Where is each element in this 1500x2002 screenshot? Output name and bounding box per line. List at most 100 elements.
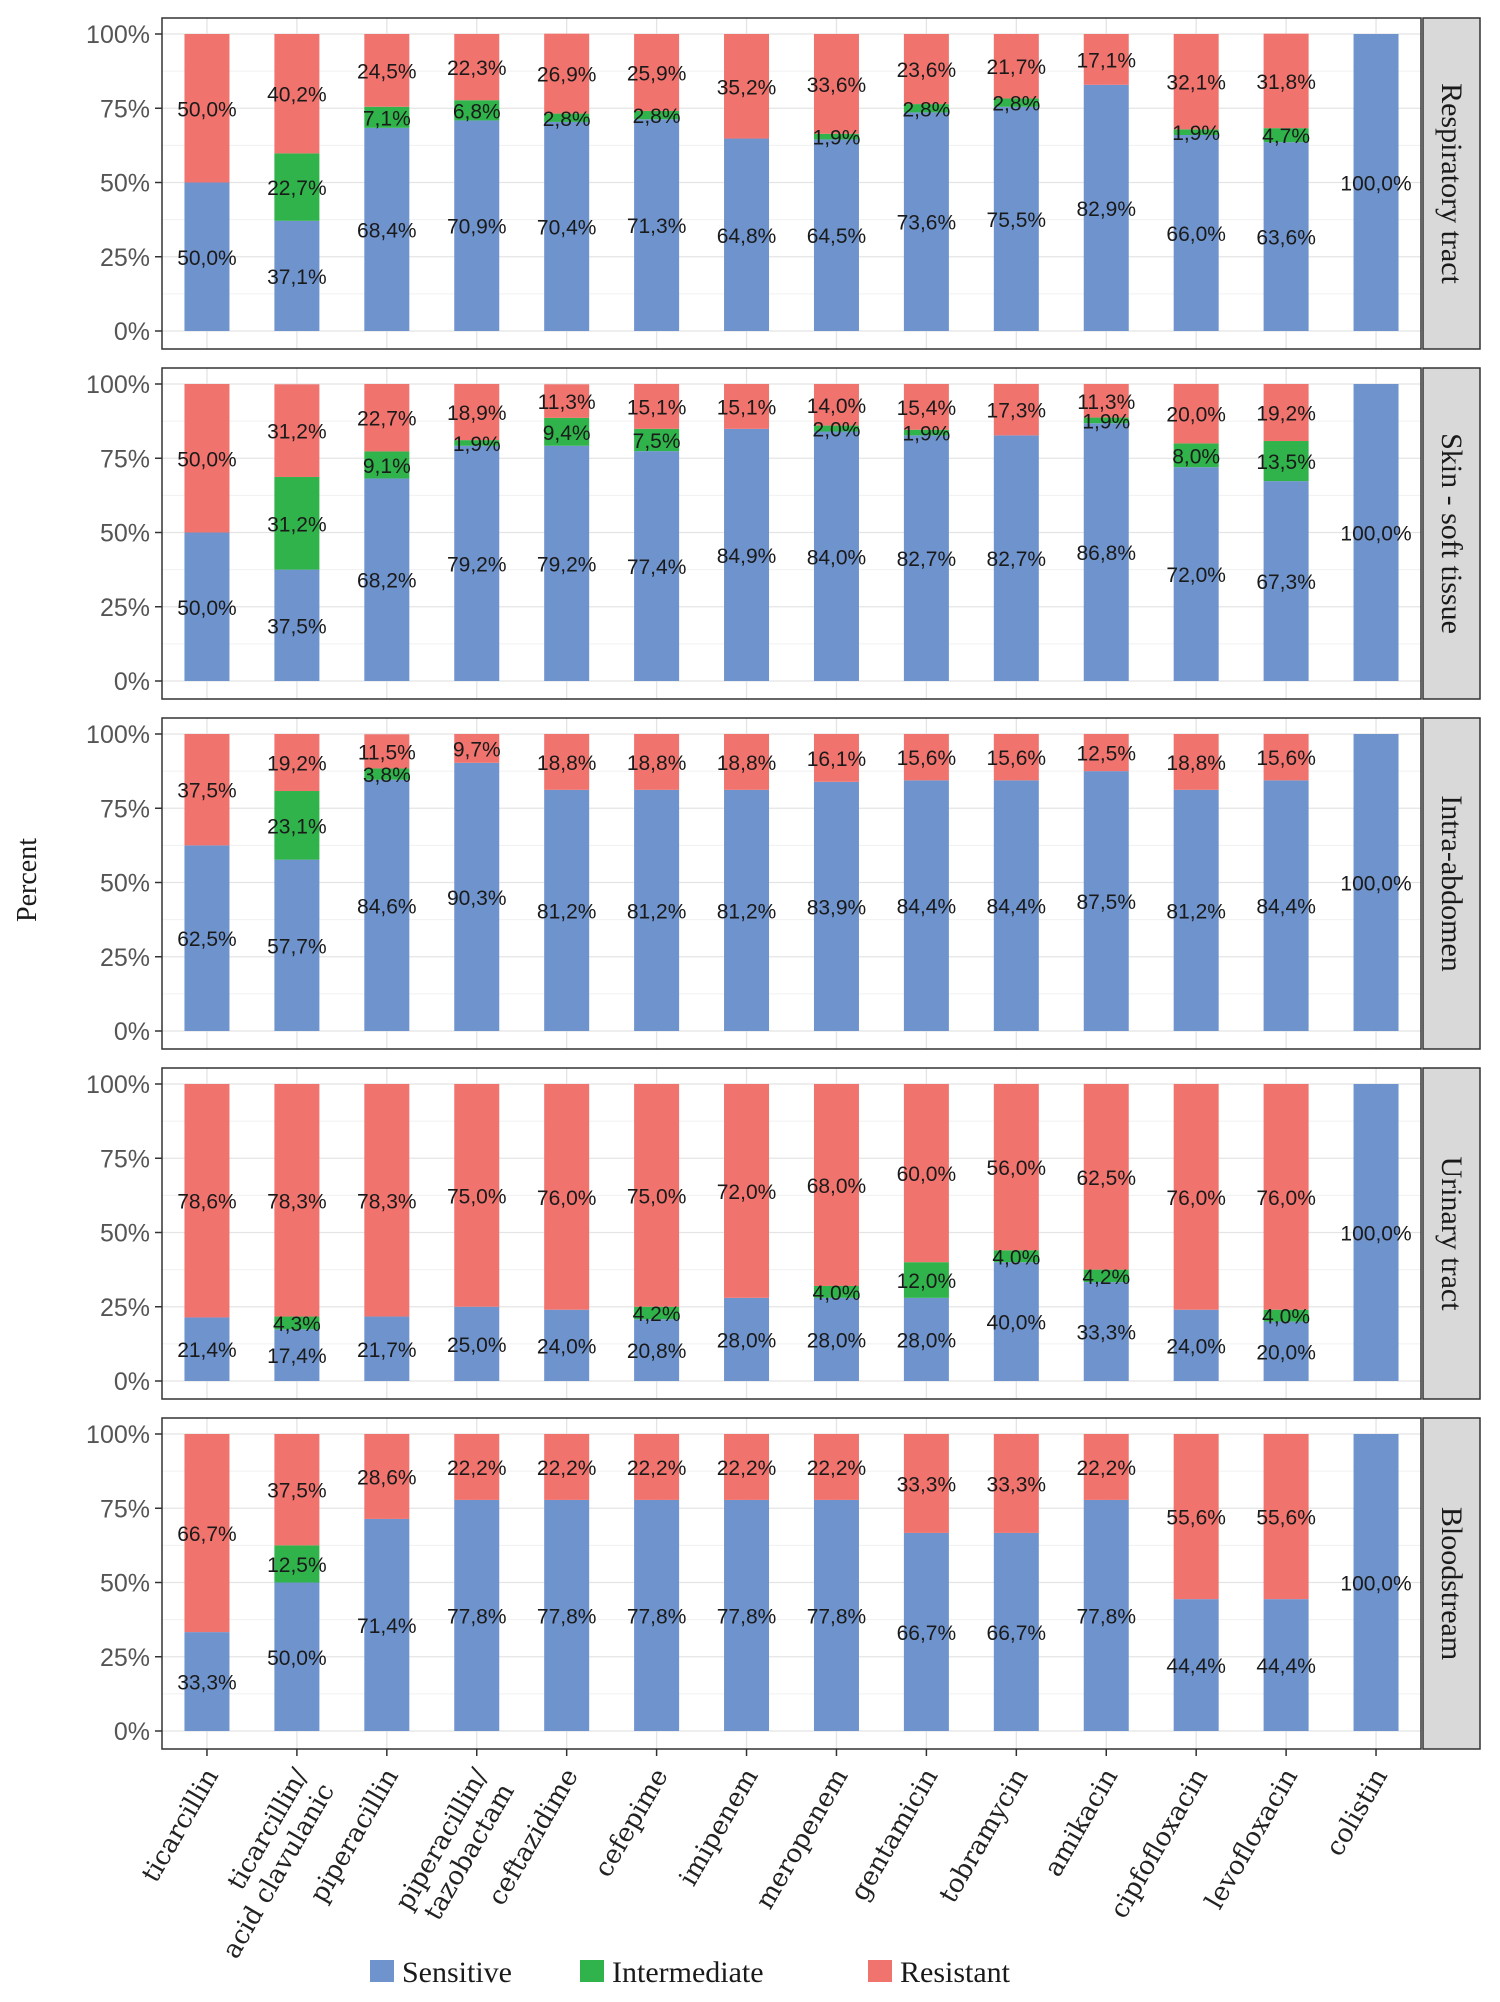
bar-resistant xyxy=(813,34,859,134)
y-tick-label: 100% xyxy=(86,1421,150,1449)
data-label-sensitive: 40,0% xyxy=(987,1312,1047,1335)
y-tick-label: 25% xyxy=(100,944,150,972)
data-label-intermediate: 4,3% xyxy=(273,1313,321,1336)
bar-resistant xyxy=(544,1434,590,1500)
bar-resistant xyxy=(724,34,770,139)
bar-sensitive xyxy=(1263,780,1309,1031)
data-label-resistant: 15,1% xyxy=(627,396,687,419)
data-label-intermediate: 3,8% xyxy=(363,764,411,787)
data-label-resistant: 22,3% xyxy=(447,57,507,80)
bar-sensitive xyxy=(813,1499,859,1731)
data-label-intermediate: 12,0% xyxy=(897,1270,957,1293)
data-label-resistant: 76,0% xyxy=(1256,1187,1316,1210)
facet-strip-label: Intra-abdomen xyxy=(1435,795,1468,972)
bar-intermediate xyxy=(274,476,320,570)
data-label-sensitive: 64,8% xyxy=(717,225,777,248)
bar-resistant xyxy=(634,1084,680,1307)
data-label-sensitive: 64,5% xyxy=(807,225,867,248)
bar-intermediate xyxy=(634,1306,680,1320)
bar-sensitive xyxy=(184,1317,230,1381)
bar-sensitive xyxy=(274,1582,320,1731)
facet-panel-1: 0% 25% 50% 75% 100% 50,0% 50,0% 37,1% 22,7% 40,2%… xyxy=(86,17,1481,350)
data-label-resistant: 22,2% xyxy=(1076,1457,1136,1480)
data-label-sensitive: 63,6% xyxy=(1256,227,1316,250)
data-label-sensitive: 77,8% xyxy=(807,1605,867,1628)
bar-sensitive xyxy=(724,1297,770,1381)
bar-resistant xyxy=(903,1434,949,1533)
x-tick-label-line: tobramycin xyxy=(934,1763,1035,1908)
y-tick-label: 0% xyxy=(114,1368,150,1396)
x-tick-label-line: amikacin xyxy=(1039,1763,1125,1882)
data-label-sensitive: 100,0% xyxy=(1340,523,1411,546)
bar-resistant xyxy=(1263,1434,1309,1600)
data-label-resistant: 31,8% xyxy=(1256,71,1316,94)
data-label-resistant: 37,5% xyxy=(177,780,237,803)
x-tick-label: ticarcillin xyxy=(136,1763,225,1887)
data-label-sensitive: 71,3% xyxy=(627,215,687,238)
data-label-sensitive: 17,4% xyxy=(267,1345,327,1368)
bar-intermediate xyxy=(274,153,320,221)
bar-resistant xyxy=(993,1084,1039,1251)
data-label-resistant: 22,2% xyxy=(807,1457,867,1480)
y-tick-label: 0% xyxy=(114,1718,150,1746)
bar-resistant xyxy=(454,384,500,441)
bar-intermediate xyxy=(993,1250,1039,1263)
bar-intermediate xyxy=(813,1285,859,1298)
facet-strip xyxy=(1422,17,1481,350)
data-label-resistant: 22,2% xyxy=(537,1457,597,1480)
bar-resistant xyxy=(903,384,949,430)
facet-strip-label: Bloodstream xyxy=(1435,1507,1468,1660)
x-tick-label: meropenem xyxy=(750,1764,854,1915)
data-label-sensitive: 72,0% xyxy=(1166,564,1226,587)
data-label-resistant: 22,7% xyxy=(357,408,417,431)
data-label-sensitive: 33,3% xyxy=(177,1672,237,1695)
data-label-resistant: 18,9% xyxy=(447,402,507,425)
x-tick-label: cipfofloxacin xyxy=(1104,1763,1214,1923)
bar-intermediate xyxy=(1083,417,1129,424)
bar-resistant xyxy=(364,384,410,452)
data-label-resistant: 17,1% xyxy=(1076,49,1136,72)
facet-strip xyxy=(1422,1417,1481,1750)
data-label-sensitive: 77,8% xyxy=(537,1605,597,1628)
bar-sensitive xyxy=(364,478,410,681)
bar-sensitive xyxy=(364,1518,410,1731)
bar-sensitive xyxy=(993,106,1039,331)
bar-resistant xyxy=(903,734,949,781)
bar-intermediate xyxy=(454,440,500,446)
bar-intermediate xyxy=(1263,128,1309,143)
bar-resistant xyxy=(1173,734,1219,790)
data-label-sensitive: 50,0% xyxy=(177,247,237,270)
data-label-intermediate: 4,2% xyxy=(1082,1266,1130,1289)
data-label-sensitive: 81,2% xyxy=(627,900,687,923)
data-label-resistant: 19,2% xyxy=(267,753,327,776)
bar-resistant xyxy=(1083,34,1129,85)
bar-resistant xyxy=(454,1434,500,1500)
legend-swatch xyxy=(370,1960,394,1982)
data-label-intermediate: 12,5% xyxy=(267,1554,327,1577)
panel-background xyxy=(162,1068,1421,1399)
legend-label: Intermediate xyxy=(612,1956,764,1989)
data-label-sensitive: 37,5% xyxy=(267,615,327,638)
x-tick-label: imipenem xyxy=(674,1764,765,1892)
data-label-sensitive: 24,0% xyxy=(537,1335,597,1358)
facet-panel-4: 0% 25% 50% 75% 100% 21,4% 78,6% 17,4% 4,3% 78,3% 2… xyxy=(86,1067,1481,1400)
bar-intermediate xyxy=(993,98,1039,107)
data-label-intermediate: 1,9% xyxy=(902,423,950,446)
facet-strip xyxy=(1422,367,1481,700)
data-label-sensitive: 100,0% xyxy=(1340,873,1411,896)
bar-sensitive xyxy=(813,139,859,331)
facet-strip xyxy=(1422,1067,1481,1400)
bar-sensitive xyxy=(274,569,320,681)
bar-resistant xyxy=(274,1084,320,1317)
bar-resistant xyxy=(634,34,680,111)
bar-resistant xyxy=(544,1084,590,1310)
data-label-sensitive: 84,0% xyxy=(807,546,867,569)
data-label-resistant: 72,0% xyxy=(717,1181,777,1204)
legend-item-resistant: Resistant xyxy=(868,1956,1011,1989)
data-label-sensitive: 77,8% xyxy=(447,1605,507,1628)
data-label-sensitive: 86,8% xyxy=(1076,542,1136,565)
data-label-sensitive: 77,8% xyxy=(1076,1605,1136,1628)
y-tick-label: 0% xyxy=(114,318,150,346)
